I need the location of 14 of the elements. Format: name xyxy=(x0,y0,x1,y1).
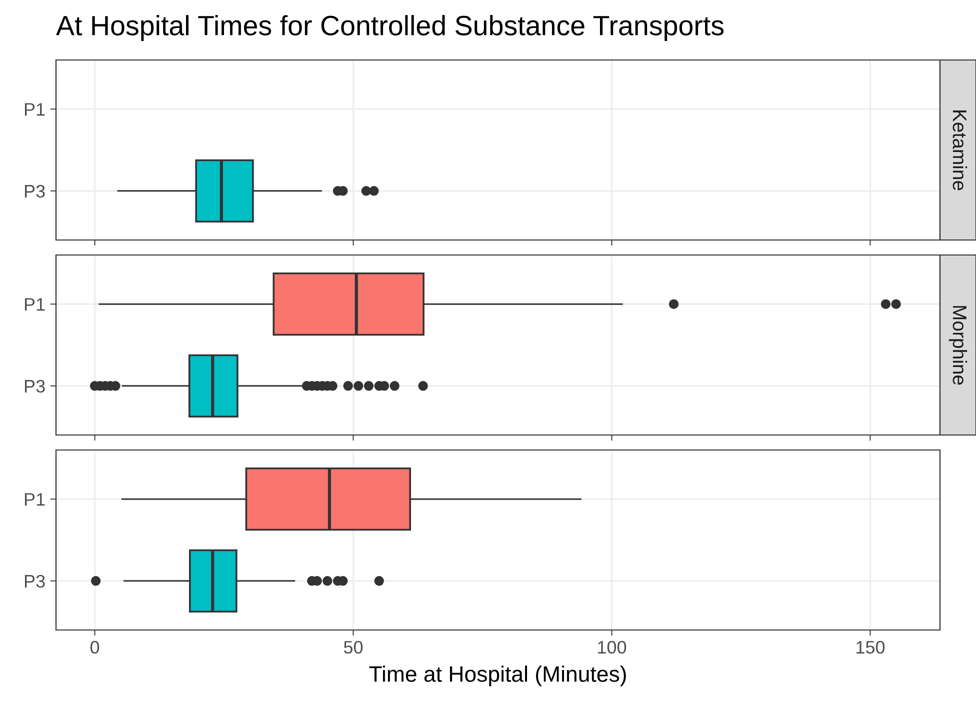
x-tick-label: 100 xyxy=(598,640,626,654)
x-tick-label: 50 xyxy=(344,640,363,654)
x-tick-label: 150 xyxy=(856,640,885,654)
y-tick-label: P1 xyxy=(24,103,45,116)
text: Ketamine xyxy=(952,110,968,190)
x-axis-title: Time at Hospital (Minutes) xyxy=(369,666,626,686)
chart-title: At Hospital Times for Controlled Substance Transports xyxy=(56,15,724,41)
y-tick-label: P3 xyxy=(24,574,45,588)
y-tick-label: P3 xyxy=(24,380,45,393)
x-tick-label: 0 xyxy=(90,640,100,654)
text: Morphine xyxy=(948,306,968,385)
y-tick-label: P3 xyxy=(24,184,45,198)
y-tick-label: P1 xyxy=(24,493,45,506)
y-tick-label: P1 xyxy=(24,298,45,311)
